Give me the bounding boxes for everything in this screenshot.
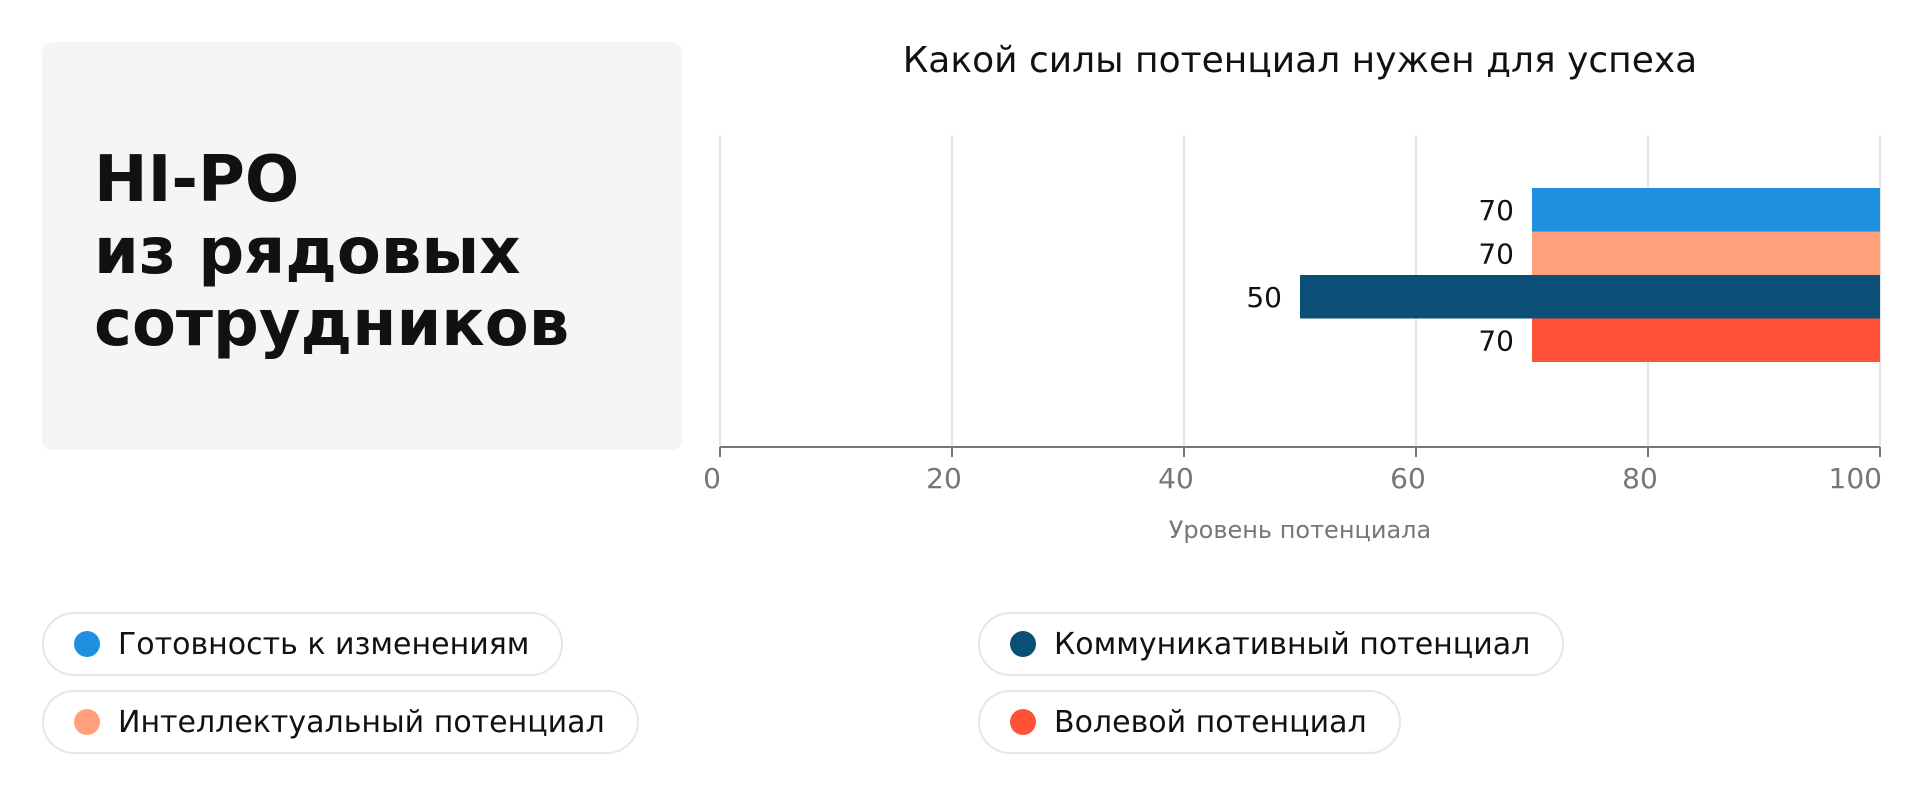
bar — [1300, 275, 1880, 319]
x-tick-label: 0 — [703, 462, 721, 495]
bar-chart: 70 70 50 70 0 20 40 60 80 100 Уровень потенциала — [703, 135, 1882, 544]
bar — [1532, 318, 1880, 362]
x-tick-label: 40 — [1158, 462, 1194, 495]
legend-dot-icon — [1010, 631, 1036, 657]
legend-label: Волевой потенциал — [1054, 704, 1367, 740]
legend-label: Интеллектуальный потенциал — [118, 704, 605, 740]
bar-value-label: 70 — [1478, 237, 1514, 270]
legend-item-intellectual[interactable]: Интеллектуальный потенциал — [42, 690, 639, 754]
x-tick-label: 100 — [1829, 462, 1882, 495]
x-axis-title: Уровень потенциала — [1169, 516, 1431, 544]
card-title: HI-PO из рядовых сотрудников — [94, 144, 682, 360]
legend-label: Готовность к изменениям — [118, 626, 530, 662]
legend-label: Коммуникативный потенциал — [1054, 626, 1531, 662]
card-title-line: из рядовых — [94, 215, 521, 289]
x-tick-label: 60 — [1390, 462, 1426, 495]
legend-item-communicative[interactable]: Коммуникативный потенциал — [978, 612, 1565, 676]
bar — [1532, 231, 1880, 275]
legend-item-volitional[interactable]: Волевой потенциал — [978, 690, 1401, 754]
card-title-line: HI-PO — [94, 143, 300, 217]
chart-title: Какой силы потенциал нужен для успеха — [902, 40, 1698, 81]
legend-item-readiness[interactable]: Готовность к изменениям — [42, 612, 564, 676]
legend: Готовность к изменениям Интеллектуальный… — [0, 612, 1920, 762]
card-title-line: сотрудников — [94, 287, 570, 361]
legend-dot-icon — [74, 709, 100, 735]
x-tick-label: 80 — [1622, 462, 1658, 495]
legend-dot-icon — [74, 631, 100, 657]
bar-value-label: 50 — [1246, 281, 1282, 314]
x-tick-label: 20 — [926, 462, 962, 495]
bar-value-label: 70 — [1478, 324, 1514, 357]
bar-value-label: 70 — [1478, 194, 1514, 227]
legend-dot-icon — [1010, 709, 1036, 735]
bar — [1532, 188, 1880, 232]
title-card: HI-PO из рядовых сотрудников — [42, 42, 682, 450]
